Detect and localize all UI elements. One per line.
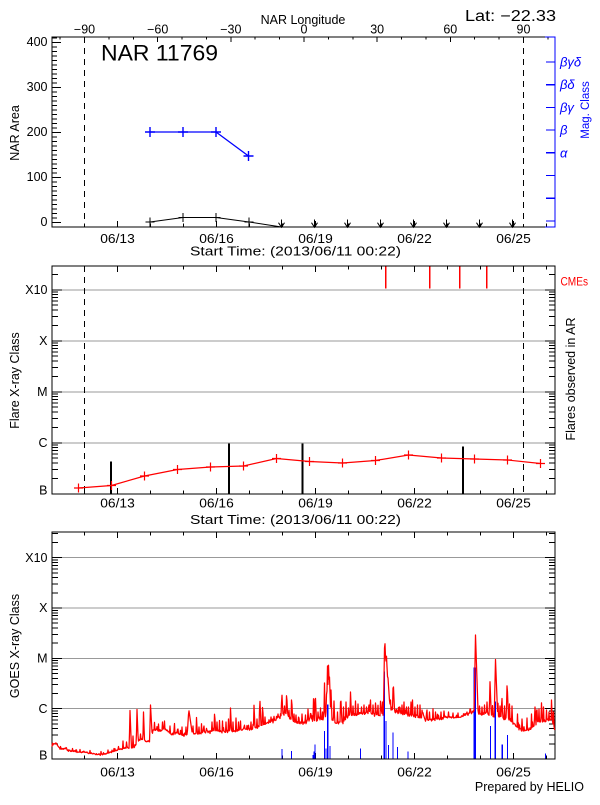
svg-text:06/19: 06/19 [298,497,333,511]
svg-text:Start Time: (2013/06/11 00:22): Start Time: (2013/06/11 00:22) [190,512,401,527]
svg-text:100: 100 [27,170,48,184]
svg-text:X10: X10 [25,283,47,297]
svg-text:0: 0 [41,215,48,229]
svg-text:400: 400 [27,35,48,49]
svg-text:06/13: 06/13 [100,497,135,511]
svg-text:06/16: 06/16 [199,766,234,780]
svg-text:M: M [37,385,47,399]
svg-text:C: C [38,702,47,716]
svg-text:06/25: 06/25 [496,766,531,780]
svg-text:06/25: 06/25 [496,497,531,511]
svg-text:300: 300 [27,80,48,94]
svg-text:NAR Longitude: NAR Longitude [261,13,346,27]
svg-text:−30: −30 [220,23,241,37]
svg-text:β: β [559,123,568,138]
svg-text:CMEs: CMEs [561,277,589,289]
svg-text:B: B [39,749,47,763]
svg-text:Prepared by HELIO: Prepared by HELIO [475,780,584,794]
svg-text:06/19: 06/19 [298,766,333,780]
svg-text:06/13: 06/13 [100,232,135,246]
svg-text:06/16: 06/16 [199,497,234,511]
svg-text:06/19: 06/19 [298,232,333,246]
svg-text:βγ: βγ [559,100,575,115]
svg-text:200: 200 [27,125,48,139]
svg-text:−90: −90 [74,23,95,37]
svg-text:NAR Area: NAR Area [8,105,22,161]
svg-text:M: M [37,652,47,666]
svg-text:GOES X-ray Class: GOES X-ray Class [8,594,22,698]
svg-text:X: X [39,334,48,348]
svg-text:90: 90 [517,23,531,37]
svg-text:X: X [39,601,48,615]
svg-text:NAR 11769: NAR 11769 [101,41,218,66]
svg-text:0: 0 [301,23,308,37]
svg-text:Lat: −22.33: Lat: −22.33 [465,8,556,25]
svg-text:βγδ: βγδ [559,55,582,70]
svg-text:Flare X-ray Class: Flare X-ray Class [8,332,22,429]
svg-text:X10: X10 [25,551,47,565]
svg-text:06/13: 06/13 [100,766,135,780]
svg-text:06/16: 06/16 [199,232,234,246]
svg-text:06/22: 06/22 [397,497,432,511]
svg-text:Flares observed in AR: Flares observed in AR [564,318,578,441]
svg-text:06/22: 06/22 [397,766,432,780]
svg-text:06/22: 06/22 [397,232,432,246]
svg-text:βδ: βδ [559,77,575,92]
svg-text:C: C [38,436,47,450]
svg-text:Start Time: (2013/06/11 00:22): Start Time: (2013/06/11 00:22) [190,244,401,259]
svg-text:B: B [39,483,47,497]
svg-text:α: α [560,145,568,160]
svg-text:−60: −60 [147,23,168,37]
svg-text:30: 30 [370,23,384,37]
svg-text:06/25: 06/25 [496,232,531,246]
svg-text:Mag. Class: Mag. Class [580,81,592,139]
svg-text:60: 60 [443,23,457,37]
